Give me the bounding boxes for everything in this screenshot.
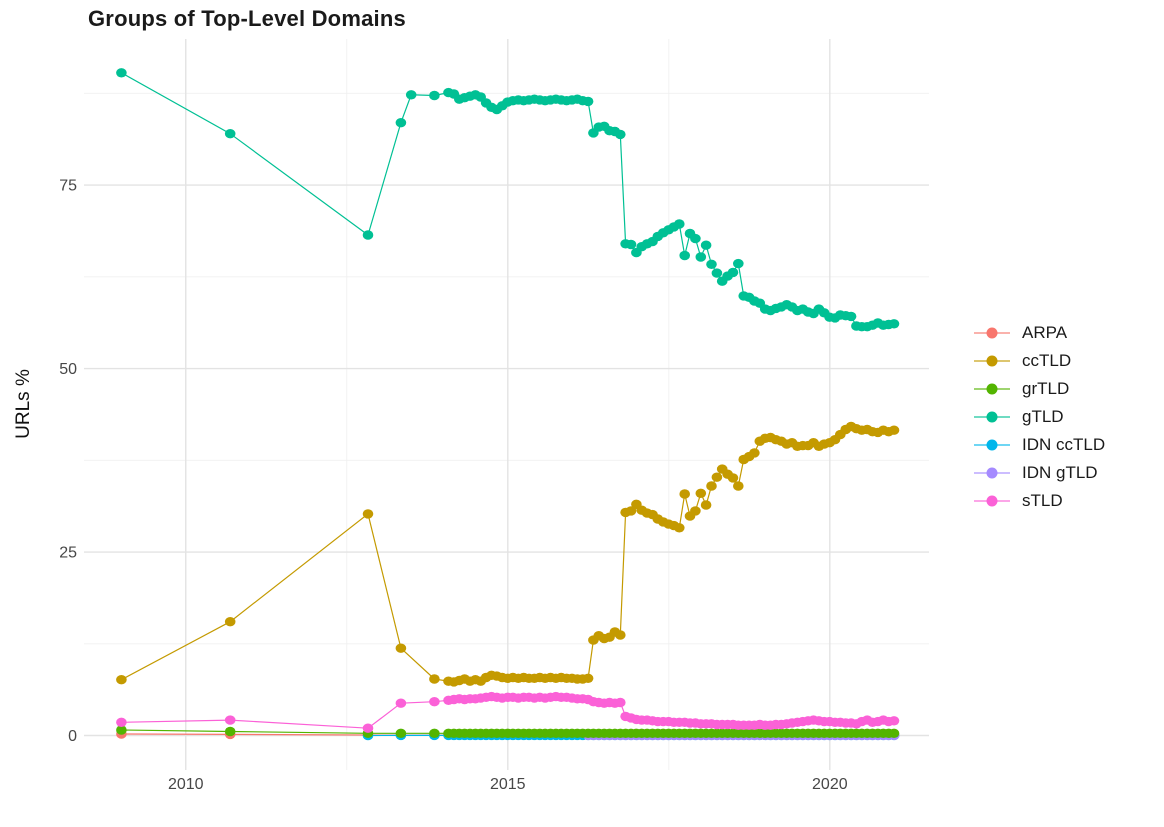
data-point [582, 673, 594, 683]
data-point [395, 118, 407, 128]
data-point [625, 239, 637, 250]
data-point [888, 319, 900, 329]
data-point [674, 523, 685, 533]
series-grTLD [116, 725, 900, 738]
legend-label: grTLD [1022, 379, 1070, 398]
data-point [116, 717, 127, 727]
data-point [888, 716, 900, 726]
data-point [615, 697, 626, 708]
data-point [749, 448, 760, 458]
legend-key-dot [986, 327, 998, 339]
data-point [362, 230, 374, 240]
data-point [700, 240, 712, 250]
y-tick-label: 0 [68, 728, 77, 745]
data-point [711, 268, 723, 278]
legend-key-dot [986, 411, 998, 423]
y-tick-label: 25 [59, 545, 77, 562]
legend-item-IDN-gTLD: IDN gTLD [972, 459, 1105, 487]
legend-key-icon [974, 383, 1010, 395]
data-point [733, 258, 744, 269]
y-tick-label: 50 [59, 361, 77, 378]
legend-item-grTLD: grTLD [972, 375, 1105, 403]
series-gTLD [116, 68, 900, 332]
legend-item-ccTLD: ccTLD [972, 347, 1105, 375]
legend-item-ARPA: ARPA [972, 319, 1105, 347]
chart-title: Groups of Top-Level Domains [88, 6, 406, 31]
legend: ARPA ccTLD grTLD gTLD IDN ccTLD IDN gTLD sTLD [972, 319, 1105, 515]
legend-key-icon [974, 411, 1010, 423]
data-point [695, 488, 707, 498]
data-point [690, 233, 701, 244]
data-point [727, 267, 739, 278]
legend-label: IDN gTLD [1022, 463, 1098, 482]
legend-label: sTLD [1022, 491, 1063, 510]
data-point [888, 425, 900, 435]
data-point [625, 506, 637, 516]
legend-key-dot [986, 495, 998, 507]
data-point [395, 698, 407, 708]
legend-key-dot [986, 467, 998, 479]
legend-key-dot [986, 383, 998, 395]
data-point [116, 725, 127, 735]
data-point [700, 500, 712, 510]
data-point [395, 728, 407, 738]
data-point [224, 726, 236, 737]
data-point [116, 68, 127, 78]
data-point [706, 259, 717, 269]
x-tick-label: 2015 [490, 776, 526, 793]
data-point [733, 481, 744, 491]
data-point [116, 675, 127, 685]
legend-key-icon [974, 327, 1010, 339]
data-point [429, 728, 440, 738]
data-point [690, 506, 701, 516]
legend-item-sTLD: sTLD [972, 487, 1105, 515]
data-point [679, 250, 690, 261]
data-point [615, 129, 626, 140]
x-tick-label: 2010 [168, 776, 204, 793]
data-point [362, 509, 374, 519]
data-point [224, 715, 236, 725]
data-point [429, 90, 440, 101]
series-ccTLD [116, 421, 900, 687]
data-point [429, 697, 440, 707]
legend-key-icon [974, 355, 1010, 367]
legend-label: gTLD [1022, 407, 1064, 426]
series-sTLD [116, 691, 900, 733]
legend-label: IDN ccTLD [1022, 435, 1106, 454]
legend-item-gTLD: gTLD [972, 403, 1105, 431]
data-point [727, 473, 739, 483]
data-point [888, 728, 900, 738]
data-point [706, 481, 717, 491]
y-tick-label: 75 [59, 178, 77, 195]
data-point [674, 219, 685, 229]
legend-item-IDN-ccTLD: IDN ccTLD [972, 431, 1105, 459]
data-point [224, 129, 236, 139]
data-point [711, 472, 723, 482]
data-point [582, 96, 594, 107]
legend-key-dot [986, 355, 998, 367]
legend-key-dot [986, 439, 998, 451]
legend-key-icon [974, 439, 1010, 451]
data-point [679, 489, 690, 499]
data-point [395, 643, 407, 653]
data-point [405, 90, 417, 100]
data-point [429, 674, 440, 684]
data-point [615, 630, 626, 640]
data-point [362, 723, 374, 733]
legend-label: ccTLD [1022, 351, 1072, 370]
legend-key-icon [974, 467, 1010, 479]
legend-label: ARPA [1022, 323, 1068, 342]
data-point [695, 252, 707, 262]
data-point [224, 617, 236, 627]
legend-key-icon [974, 495, 1010, 507]
data-point [845, 311, 857, 322]
x-tick-label: 2020 [812, 776, 848, 793]
